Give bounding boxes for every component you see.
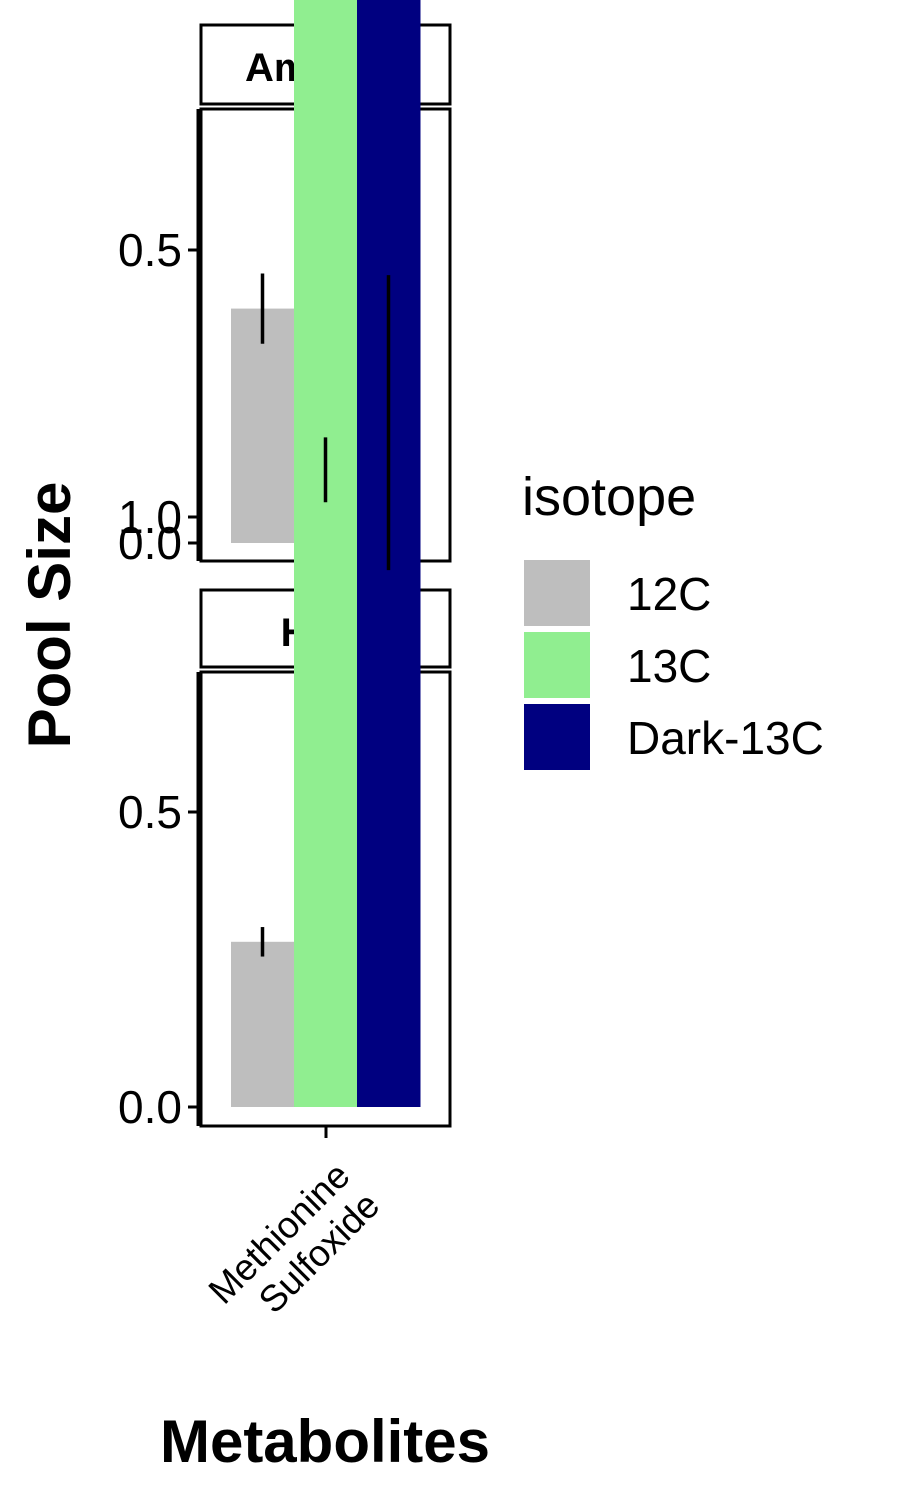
y-axis-high: 0.0 0.5 1.0: [118, 491, 200, 1133]
y-axis-title: Pool Size: [16, 482, 83, 749]
bar-12c: [231, 308, 295, 543]
x-axis-title: Metabolites: [160, 1408, 490, 1475]
legend-label-dark-13c: Dark-13C: [627, 712, 824, 764]
y-tick-label: 0.5: [118, 786, 182, 838]
y-axis-ambient: 0.0 0.5 1.0: [118, 109, 200, 569]
y-tick-label: 0.5: [118, 224, 182, 276]
legend-items: 12C 13C Dark-13C: [524, 560, 824, 770]
legend-label-13c: 13C: [627, 640, 711, 692]
bar-12c: [231, 941, 295, 1107]
bars-high: [231, 275, 421, 1108]
legend-key-12c: [524, 560, 590, 626]
y-tick-label: 0.0: [118, 517, 182, 569]
legend-title: isotope: [522, 467, 696, 527]
legend-key-dark-13c: [524, 704, 590, 770]
y-tick-label: 1.0: [118, 491, 182, 543]
y-tick-label: 0.0: [118, 1081, 182, 1133]
legend: isotope 12C 13C Dark-13C: [522, 467, 824, 770]
facet-high: High 0.00.51.0: [118, 275, 452, 1133]
legend-key-13c: [524, 632, 590, 698]
x-tick-label: Methionine Sulfoxide: [201, 1155, 388, 1321]
bar-13c: [294, 469, 358, 1107]
legend-label-12c: 12C: [627, 568, 711, 620]
